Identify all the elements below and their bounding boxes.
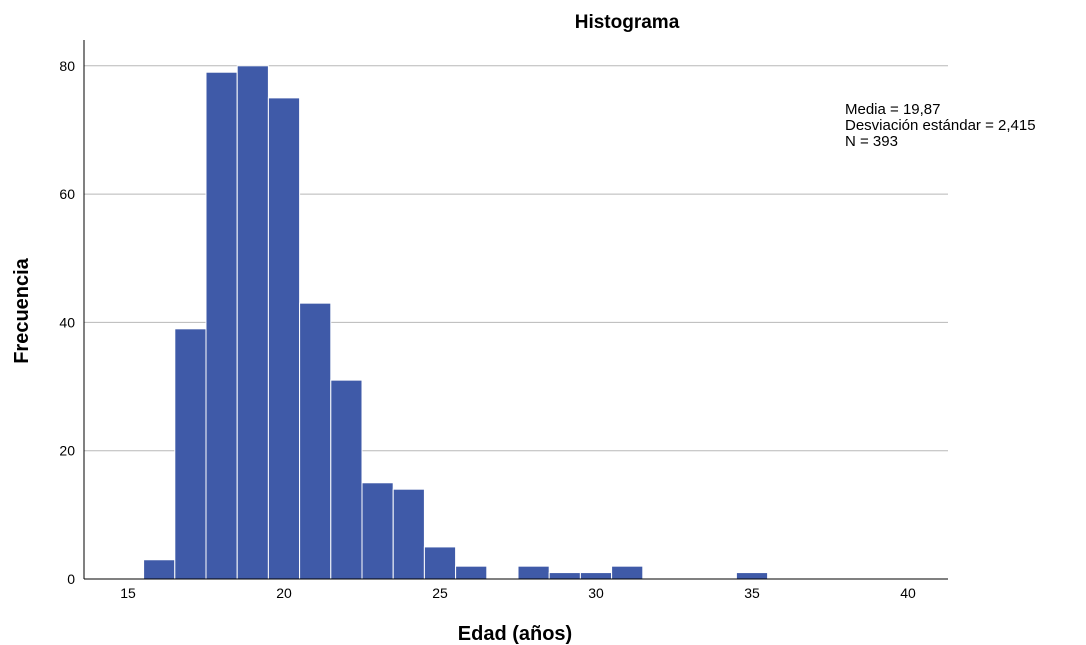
y-axis-title: Frecuencia — [11, 257, 33, 363]
x-tick-label: 40 — [900, 585, 916, 601]
histogram-bar — [299, 302, 332, 580]
stats-annotation: Media = 19,87 Desviación estándar = 2,41… — [845, 101, 1036, 150]
histogram-bar — [611, 565, 644, 580]
x-tick-label: 15 — [120, 585, 136, 601]
histogram-bar — [205, 71, 238, 580]
x-tick-label: 20 — [276, 585, 292, 601]
y-tick-label: 40 — [59, 314, 75, 330]
histogram-bar — [455, 565, 488, 580]
histogram-bar — [236, 65, 269, 580]
histogram-bar — [267, 97, 301, 580]
y-tick-label: 80 — [59, 58, 75, 74]
histogram-bar — [735, 572, 769, 580]
axes — [83, 40, 948, 580]
histogram-bar — [548, 572, 581, 580]
x-tick-labels: 15 20 25 30 35 40 — [120, 585, 916, 601]
histogram-bar — [579, 572, 613, 580]
y-tick-labels: 0 20 40 60 80 — [59, 58, 75, 587]
x-axis-title: Edad (años) — [458, 623, 572, 645]
stats-std: Desviación estándar = 2,415 — [845, 117, 1036, 134]
y-tick-label: 20 — [59, 443, 75, 459]
histogram-bars — [143, 65, 769, 580]
y-tick-label: 60 — [59, 186, 75, 202]
stats-mean: Media = 19,87 — [845, 101, 941, 118]
x-tick-label: 35 — [744, 585, 760, 601]
histogram-bar — [392, 488, 425, 580]
histogram-bar — [423, 546, 457, 580]
histogram-bar — [517, 565, 550, 580]
stats-n: N = 393 — [845, 133, 898, 150]
histogram-bar — [174, 328, 207, 580]
chart-title: Histograma — [575, 12, 680, 33]
histogram-bar — [143, 559, 176, 580]
histogram-bar — [330, 379, 363, 580]
y-tick-label: 0 — [67, 571, 75, 587]
x-tick-label: 30 — [588, 585, 604, 601]
histogram-bar — [361, 482, 394, 580]
x-tick-label: 25 — [432, 585, 448, 601]
